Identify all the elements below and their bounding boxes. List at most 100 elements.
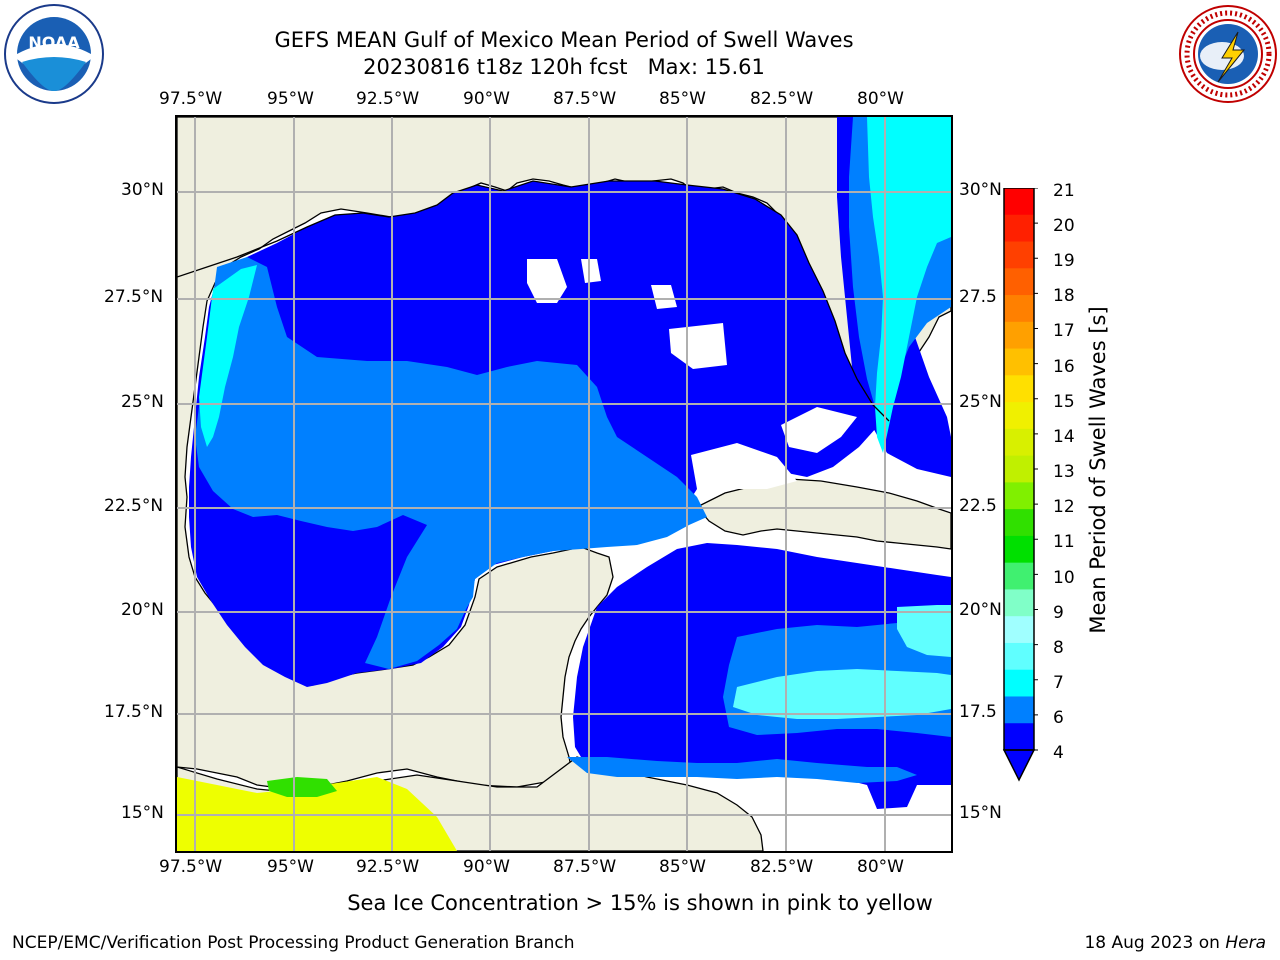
colorbar-tick: 10	[1053, 568, 1075, 588]
lon-label-top: 80°W	[857, 89, 904, 109]
colorbar-tick: 14	[1053, 427, 1075, 447]
lat-label-left: 30°N	[121, 180, 164, 200]
colorbar-segment	[1004, 455, 1034, 483]
colorbar-label: Mean Period of Swell Waves [s]	[1086, 306, 1110, 634]
colorbar-tick: 4	[1053, 743, 1064, 763]
colorbar-tick: 9	[1053, 603, 1064, 623]
lat-label-right: 17.5	[959, 702, 997, 722]
lat-label-right: 22.5	[959, 496, 997, 516]
nodata-2	[581, 259, 601, 283]
period-6-7-west	[199, 265, 257, 447]
colorbar-segment	[1004, 402, 1034, 430]
colorbar-segment	[1004, 669, 1034, 697]
colorbar-tick: 6	[1053, 708, 1064, 728]
nodata-6	[691, 443, 797, 489]
period-4-6-caribbean-south	[567, 757, 917, 783]
lon-label-bottom: 95°W	[267, 857, 314, 877]
sea-ice-note-text: Sea Ice Concentration > 15% is shown in …	[347, 891, 933, 915]
ice-pacific-green	[267, 777, 337, 797]
colorbar-tick: 12	[1053, 497, 1075, 517]
map-panel	[175, 115, 953, 853]
colorbar-tick: 16	[1053, 357, 1075, 377]
colorbar-segment	[1004, 268, 1034, 296]
lat-label-left: 15°N	[121, 803, 164, 823]
colorbar-segment	[1004, 321, 1034, 350]
nws-logo	[1178, 4, 1278, 108]
lon-label-top: 97.5°W	[159, 89, 223, 109]
lat-label-right: 30°N	[959, 180, 1002, 200]
noaa-logo-text: NOAA	[28, 33, 80, 52]
colorbar-segment	[1004, 188, 1034, 216]
colorbar-tick: 15	[1053, 392, 1075, 412]
colorbar-tick: 21	[1053, 181, 1075, 201]
lon-label-bottom: 97.5°W	[159, 857, 223, 877]
colorbar-segment	[1004, 562, 1034, 590]
coastline	[177, 180, 890, 422]
lon-label-bottom: 80°W	[857, 857, 904, 877]
lon-label-top: 90°W	[463, 89, 510, 109]
graticule	[177, 117, 951, 851]
period-7-8-caribbean-east	[897, 605, 951, 657]
lat-label-left: 27.5°N	[104, 287, 164, 307]
date-text: 18 Aug 2023 on	[1084, 933, 1226, 953]
colorbar-tick: 11	[1053, 532, 1075, 552]
lat-label-left: 22.5°N	[104, 496, 164, 516]
colorbar-segment	[1004, 482, 1034, 510]
lon-label-bottom: 90°W	[463, 857, 510, 877]
period-4-6-south	[409, 531, 477, 653]
lat-label-right: 20°N	[959, 600, 1002, 620]
colorbar-segment	[1004, 589, 1034, 617]
lat-label-right: 27.5	[959, 287, 997, 307]
colorbar-segment	[1004, 295, 1034, 323]
date-stamp: 18 Aug 2023 on Hera	[1084, 933, 1266, 953]
lat-label-right: 25°N	[959, 392, 1002, 412]
colorbar-segment	[1004, 723, 1034, 751]
lon-label-top: 87.5°W	[553, 89, 617, 109]
colorbar-segment	[1004, 616, 1034, 644]
host-text: Hera	[1225, 933, 1266, 953]
colorbar-tick: 19	[1053, 251, 1075, 271]
colorbar-segment	[1004, 214, 1034, 243]
nodata-5	[781, 407, 857, 453]
period-4-6-gulf	[195, 257, 707, 669]
colorbar-segment	[1004, 375, 1034, 403]
lat-label-left: 17.5°N	[104, 702, 164, 722]
lat-label-right: 15°N	[959, 803, 1002, 823]
nodata-1	[527, 259, 567, 303]
credit-text: NCEP/EMC/Verification Post Processing Pr…	[12, 933, 575, 953]
noaa-logo: NOAA	[4, 4, 104, 108]
lon-label-top: 95°W	[267, 89, 314, 109]
colorbar-extend-triangle	[1002, 749, 1036, 782]
colorbar-tick: 20	[1053, 216, 1075, 236]
colorbar-segment	[1004, 696, 1034, 724]
colorbar-segment	[1004, 241, 1034, 269]
chart-subtitle: 20230816 t18z 120h fcst Max: 15.61	[363, 55, 765, 79]
period-6-7-atlantic	[867, 117, 951, 453]
colorbar-tick: 7	[1053, 673, 1064, 693]
lon-label-bottom: 85°W	[659, 857, 706, 877]
lat-label-left: 20°N	[121, 600, 164, 620]
sea-ice-note: Sea Ice Concentration > 15% is shown in …	[0, 891, 1280, 915]
lon-label-bottom: 92.5°W	[356, 857, 420, 877]
lon-label-top: 82.5°W	[750, 89, 814, 109]
lon-label-top: 85°W	[659, 89, 706, 109]
nodata-4	[669, 323, 727, 369]
period-7-8-caribbean	[733, 669, 951, 719]
colorbar	[1002, 187, 1038, 786]
lon-label-bottom: 82.5°W	[750, 857, 814, 877]
land-cuba	[695, 478, 951, 550]
colorbar-segment	[1004, 535, 1034, 564]
lat-label-left: 25°N	[121, 392, 164, 412]
colorbar-segment	[1004, 509, 1034, 537]
colorbar-tick: 17	[1053, 321, 1075, 341]
colorbar-segment	[1004, 642, 1034, 671]
colorbar-tick: 8	[1053, 638, 1064, 658]
lon-label-top: 92.5°W	[356, 89, 420, 109]
colorbar-segment	[1004, 348, 1034, 376]
colorbar-tick: 18	[1053, 286, 1075, 306]
colorbar-tick: 13	[1053, 462, 1075, 482]
nodata-3	[651, 285, 677, 309]
chart-title: GEFS MEAN Gulf of Mexico Mean Period of …	[274, 28, 854, 52]
colorbar-segment	[1004, 428, 1034, 457]
lon-label-bottom: 87.5°W	[553, 857, 617, 877]
